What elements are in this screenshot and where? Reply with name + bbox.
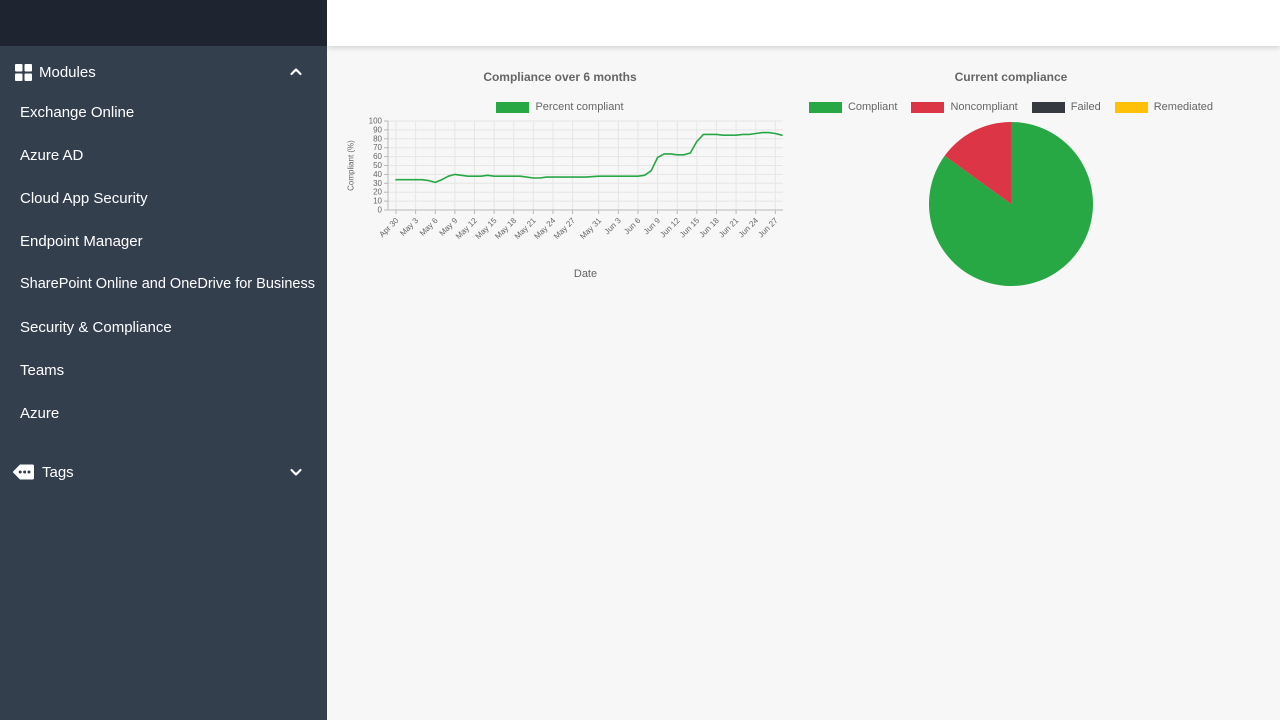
x-tick-label: Jun 15	[678, 216, 702, 240]
x-tick-label: Jun 27	[756, 216, 780, 240]
y-tick-label: 0	[378, 206, 383, 215]
y-tick-label: 70	[373, 143, 382, 152]
y-tick-label: 60	[373, 152, 382, 161]
line-chart-legend: Percent compliant	[330, 101, 790, 113]
sidebar-item-azure-ad[interactable]: Azure AD	[0, 134, 327, 176]
nav-item-label: Cloud App Security	[20, 189, 148, 207]
x-tick-label: Jun 18	[698, 216, 722, 240]
x-axis-title: Date	[573, 268, 598, 280]
legend-item-remediated[interactable]: Remediated	[1114, 101, 1214, 113]
legend-swatch	[808, 101, 842, 113]
pie-chart-current-compliance: Current compliance Compliant Noncomplian…	[790, 60, 1232, 300]
y-tick-label: 20	[373, 188, 382, 197]
legend-label: Remediated	[1153, 101, 1214, 113]
x-tick-label: May 27	[552, 216, 577, 241]
y-tick-label: 50	[373, 161, 382, 170]
y-tick-label: 100	[369, 117, 383, 126]
legend-swatch	[1031, 101, 1065, 113]
x-tick-label: May 31	[578, 216, 603, 241]
x-tick-label: Jun 21	[717, 216, 741, 240]
sidebar-item-azure[interactable]: Azure	[0, 392, 327, 434]
nav-item-label: Azure AD	[20, 146, 84, 164]
sidebar-brand-header	[0, 0, 327, 46]
x-tick-label: Jun 3	[603, 216, 624, 237]
nav-item-label: Exchange Online	[20, 103, 135, 121]
x-tick-label: Jun 24	[737, 216, 761, 240]
nav-item-label: Azure	[20, 404, 60, 422]
sidebar-item-endpoint-manager[interactable]: Endpoint Manager	[0, 220, 327, 262]
sidebar-item-cloud-app-security[interactable]: Cloud App Security	[0, 177, 327, 219]
y-tick-label: 80	[373, 134, 382, 143]
sidebar-group-tags[interactable]: Tags	[0, 452, 327, 492]
tags-icon	[12, 463, 35, 481]
legend-swatch	[496, 101, 530, 113]
compliance-line-series	[395, 131, 783, 184]
pie-plot	[928, 122, 1093, 286]
x-tick-label: Apr 30	[377, 216, 400, 239]
sidebar-group-modules[interactable]: Modules	[0, 52, 327, 92]
legend-label: Noncompliant	[950, 101, 1018, 113]
legend-item-percent-compliant[interactable]: Percent compliant	[496, 101, 624, 113]
legend-label: Percent compliant	[535, 101, 624, 113]
sidebar-item-security-compliance[interactable]: Security & Compliance	[0, 306, 327, 348]
x-tick-label: May 6	[418, 216, 440, 238]
chevron-up-icon	[288, 64, 304, 80]
pie-chart-legend: Compliant Noncompliant Failed Remediated	[790, 101, 1232, 113]
nav-item-label: SharePoint Online and OneDrive for Busin…	[20, 276, 315, 292]
x-tick-label: Jun 12	[658, 216, 682, 240]
legend-item-failed[interactable]: Failed	[1031, 101, 1101, 113]
x-tick-label: Jun 6	[622, 216, 643, 237]
nav-item-label: Teams	[20, 361, 65, 379]
pie-slice-noncompliant	[944, 122, 1011, 204]
line-chart-compliance-over-6-months: Compliance over 6 months Percent complia…	[330, 60, 790, 300]
legend-swatch	[911, 101, 945, 113]
sidebar: Modules Exchange Online Azure AD Cloud A…	[0, 0, 327, 720]
y-tick-label: 40	[373, 170, 382, 179]
legend-label: Failed	[1070, 101, 1101, 113]
sidebar-item-teams[interactable]: Teams	[0, 349, 327, 391]
nav-item-label: Security & Compliance	[20, 318, 172, 336]
legend-label: Compliant	[847, 101, 898, 113]
chevron-down-icon	[288, 464, 304, 480]
y-tick-label: 90	[373, 125, 382, 134]
legend-item-compliant[interactable]: Compliant	[808, 101, 898, 113]
modules-grid-icon	[15, 63, 32, 81]
sidebar-item-sharepoint-onedrive[interactable]: SharePoint Online and OneDrive for Busin…	[0, 263, 327, 305]
sidebar-item-exchange-online[interactable]: Exchange Online	[0, 91, 327, 133]
x-tick-label: May 3	[398, 216, 420, 238]
legend-swatch	[1114, 101, 1148, 113]
pie-slice-compliant	[928, 122, 1093, 286]
sidebar-group-tags-label: Tags	[42, 463, 74, 481]
y-tick-label: 10	[373, 197, 382, 206]
sidebar-group-modules-label: Modules	[39, 63, 96, 81]
top-bar	[327, 0, 1280, 46]
pie-chart-title: Current compliance	[954, 70, 1068, 84]
legend-item-noncompliant[interactable]: Noncompliant	[911, 101, 1018, 113]
y-tick-label: 30	[373, 179, 382, 188]
line-chart-title: Compliance over 6 months	[483, 70, 637, 84]
nav-item-label: Endpoint Manager	[20, 232, 143, 250]
